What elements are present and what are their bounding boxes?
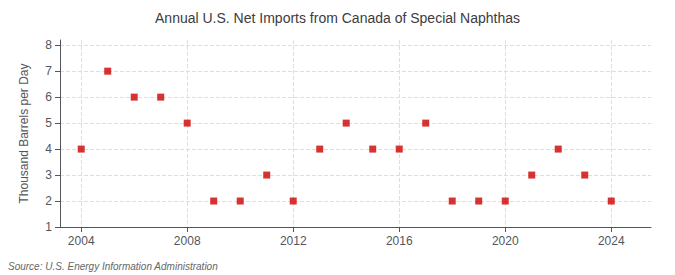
- svg-text:2012: 2012: [280, 234, 307, 248]
- svg-text:3: 3: [45, 168, 52, 182]
- svg-text:2016: 2016: [386, 234, 413, 248]
- svg-text:2004: 2004: [68, 234, 95, 248]
- svg-text:1: 1: [45, 220, 52, 234]
- svg-text:5: 5: [45, 116, 52, 130]
- svg-text:2: 2: [45, 194, 52, 208]
- svg-text:2024: 2024: [598, 234, 625, 248]
- svg-text:2020: 2020: [492, 234, 519, 248]
- svg-text:2008: 2008: [174, 234, 201, 248]
- svg-text:4: 4: [45, 142, 52, 156]
- svg-text:7: 7: [45, 64, 52, 78]
- svg-text:8: 8: [45, 38, 52, 52]
- svg-text:6: 6: [45, 90, 52, 104]
- svg-text:Source: U.S. Energy Informatio: Source: U.S. Energy Information Administ…: [8, 261, 218, 272]
- svg-text:Annual U.S. Net Imports from C: Annual U.S. Net Imports from Canada of S…: [155, 10, 520, 26]
- svg-text:Thousand Barrels per Day: Thousand Barrels per Day: [17, 63, 31, 203]
